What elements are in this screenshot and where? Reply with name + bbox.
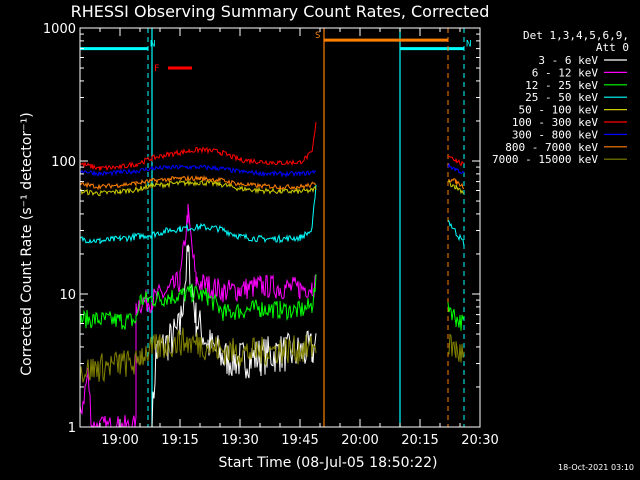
flag-label: N	[466, 40, 471, 50]
legend-entry-label: 50 - 100 keV	[519, 104, 599, 117]
x-tick-label: 19:45	[281, 433, 318, 448]
x-tick-label: 20:30	[461, 433, 498, 448]
y-tick-label: 1	[68, 421, 76, 436]
x-axis-label: Start Time (08-Jul-05 18:50:22)	[218, 455, 437, 471]
legend-entry-label: 3 - 6 keV	[538, 54, 598, 67]
y-tick-label: 1000	[43, 22, 76, 37]
x-tick-label: 20:15	[401, 433, 438, 448]
legend-entry-label: 12 - 25 keV	[525, 79, 598, 92]
chart-title: RHESSI Observing Summary Count Rates, Co…	[71, 2, 490, 21]
x-tick-label: 19:15	[161, 433, 198, 448]
plot-area: N N S F	[79, 28, 471, 429]
y-tick-label: 10	[59, 288, 76, 303]
x-tick-label: 19:00	[101, 433, 138, 448]
y-axis-label: Corrected Count Rate (s⁻¹ detector⁻¹)	[19, 112, 35, 375]
series-line	[79, 274, 465, 331]
x-tick-label: 19:30	[221, 433, 258, 448]
axes: 19:00 19:15 19:30 19:45 20:00 20:15 20:30 1 10 10…	[43, 22, 499, 448]
legend-entry-label: 25 - 50 keV	[525, 91, 598, 104]
series-line	[79, 121, 465, 172]
series-line	[79, 327, 465, 385]
legend-entry-label: 100 - 300 keV	[512, 116, 598, 129]
legend-header: Att 0	[596, 41, 629, 54]
legend-entry-label: 300 - 800 keV	[512, 128, 598, 141]
footer-timestamp: 18-Oct-2021 03:10	[558, 463, 634, 472]
legend-header: Det 1,3,4,5,6,9,	[523, 29, 629, 42]
legend-entry-label: 6 - 12 keV	[532, 66, 599, 79]
x-tick-label: 20:00	[341, 433, 378, 448]
flag-label: S	[315, 31, 320, 41]
flag-label: N	[150, 40, 155, 50]
series-line	[79, 178, 465, 197]
y-tick-label: 100	[51, 155, 76, 170]
legend-entry-label: 7000 - 15000 keV	[492, 153, 598, 166]
series-line	[79, 174, 465, 190]
legend-entry-label: 800 - 7000 keV	[505, 141, 598, 154]
series-line	[79, 162, 465, 178]
series-line	[80, 184, 465, 247]
flag-label: F	[154, 64, 159, 74]
